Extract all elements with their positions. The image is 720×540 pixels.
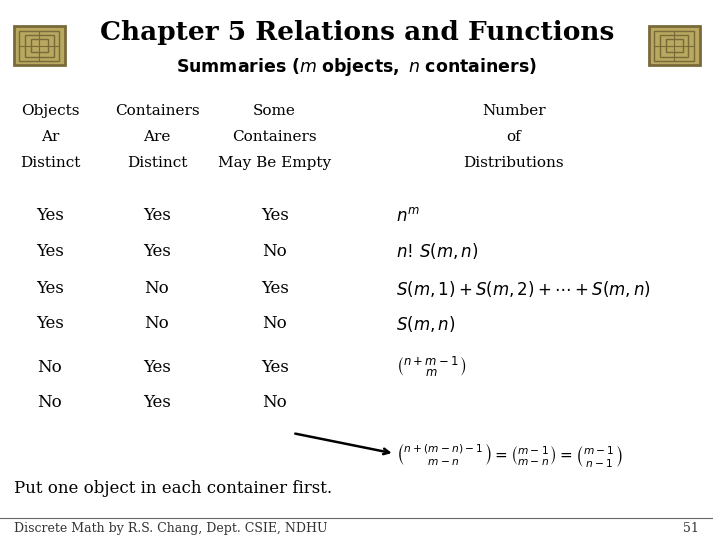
- Text: Ar: Ar: [41, 130, 59, 144]
- Text: Objects: Objects: [21, 104, 79, 118]
- Text: $\binom{n+m-1}{m}$: $\binom{n+m-1}{m}$: [396, 355, 467, 379]
- Text: Yes: Yes: [143, 394, 171, 411]
- Text: $\binom{n+(m-n)-1}{m-n} = \binom{m-1}{m-n} = \binom{m-1}{n-1}$: $\binom{n+(m-n)-1}{m-n} = \binom{m-1}{m-…: [396, 442, 623, 470]
- Text: $\mathbf{Summaries\ (}$$\mathbf{\mathit{m}}$$\mathbf{\ objects,\ }$$\mathbf{\mat: $\mathbf{Summaries\ (}$$\mathbf{\mathit{…: [176, 56, 537, 78]
- Text: No: No: [262, 394, 287, 411]
- Text: Distributions: Distributions: [464, 156, 564, 170]
- Text: No: No: [262, 315, 287, 333]
- Text: Put one object in each container first.: Put one object in each container first.: [14, 480, 333, 497]
- Text: Number: Number: [482, 104, 546, 118]
- Text: May Be Empty: May Be Empty: [218, 156, 331, 170]
- Text: Yes: Yes: [261, 280, 289, 298]
- Text: No: No: [145, 280, 169, 298]
- Text: of: of: [506, 130, 521, 144]
- Text: Yes: Yes: [143, 359, 171, 376]
- Text: Discrete Math by R.S. Chang, Dept. CSIE, NDHU: Discrete Math by R.S. Chang, Dept. CSIE,…: [14, 522, 328, 535]
- Text: Yes: Yes: [261, 359, 289, 376]
- Text: No: No: [37, 359, 63, 376]
- Text: Chapter 5 Relations and Functions: Chapter 5 Relations and Functions: [99, 20, 614, 45]
- Text: Are: Are: [143, 130, 171, 144]
- Text: Yes: Yes: [261, 207, 289, 225]
- Text: Containers: Containers: [114, 104, 199, 118]
- FancyBboxPatch shape: [14, 26, 65, 65]
- Text: 51: 51: [683, 522, 699, 535]
- Text: Yes: Yes: [36, 207, 64, 225]
- Text: $n^m$: $n^m$: [396, 207, 420, 225]
- Text: Containers: Containers: [233, 130, 317, 144]
- Text: Yes: Yes: [36, 280, 64, 298]
- Text: $S(m,n)$: $S(m,n)$: [396, 314, 455, 334]
- Text: Some: Some: [253, 104, 296, 118]
- Text: Distinct: Distinct: [19, 156, 80, 170]
- FancyBboxPatch shape: [649, 26, 700, 65]
- Text: Yes: Yes: [143, 242, 171, 260]
- Text: No: No: [145, 315, 169, 333]
- Text: $S(m,1)+S(m,2)+\cdots+S(m,n)$: $S(m,1)+S(m,2)+\cdots+S(m,n)$: [396, 279, 651, 299]
- Text: No: No: [262, 242, 287, 260]
- Text: Yes: Yes: [36, 315, 64, 333]
- Text: No: No: [37, 394, 63, 411]
- Text: Yes: Yes: [36, 242, 64, 260]
- Text: $n!\,S(m,n)$: $n!\,S(m,n)$: [396, 241, 479, 261]
- Text: Distinct: Distinct: [127, 156, 187, 170]
- Text: Yes: Yes: [143, 207, 171, 225]
